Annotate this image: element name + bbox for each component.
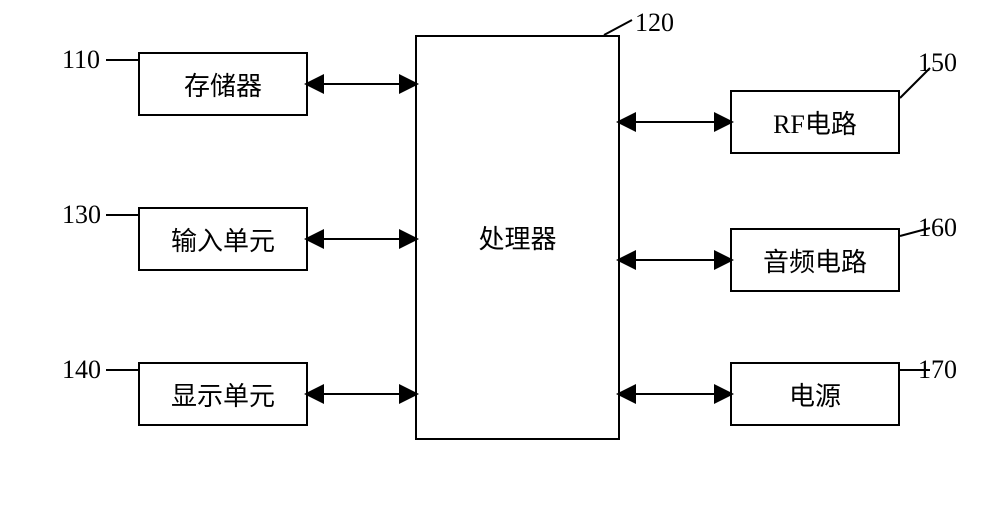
edges xyxy=(0,0,1000,521)
